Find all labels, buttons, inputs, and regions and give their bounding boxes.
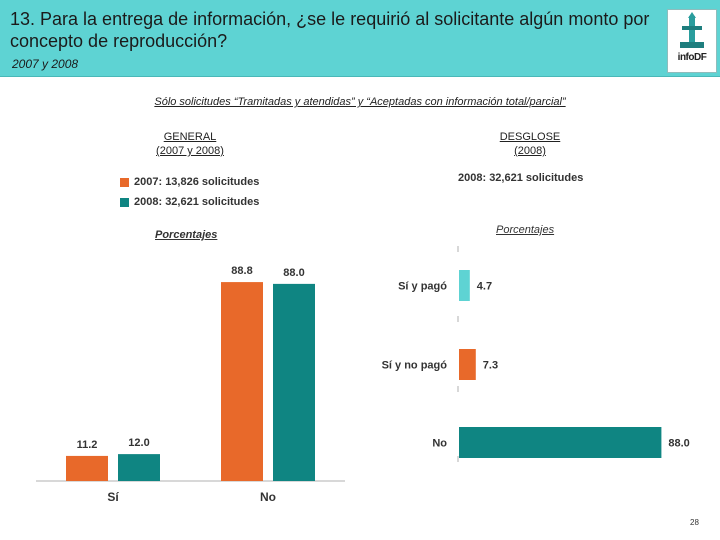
- legend-label-2008: 2008: 32,621 solicitudes: [134, 196, 260, 209]
- monument-icon: [680, 12, 704, 48]
- slide-title: 13. Para la entrega de información, ¿se …: [10, 9, 650, 51]
- bar-no: [459, 427, 662, 458]
- bar-2008-si: [118, 454, 160, 481]
- legend-label-2007: 2007: 13,826 solicitudes: [134, 176, 260, 189]
- data-label-si-y-no-pago: 7.3: [483, 360, 498, 372]
- data-label-no: 88.0: [668, 438, 689, 450]
- page-number: 28: [690, 518, 699, 527]
- header-band: 13. Para la entrega de información, ¿se …: [0, 0, 720, 77]
- data-label-2007-si: 11.2: [77, 439, 98, 451]
- legend-item-2007: 2007: 13,826 solicitudes: [120, 176, 259, 196]
- bar-2007-no: [221, 282, 263, 481]
- filter-note: Sólo solicitudes “Tramitadas y atendidas…: [154, 96, 566, 108]
- bar-2008-no: [273, 283, 315, 481]
- general-percent-label: Porcentajes: [155, 229, 218, 241]
- bar-2007-si: [66, 455, 108, 481]
- category-label-si: Sí: [107, 490, 119, 504]
- general-title-line2: (2007 y 2008): [156, 145, 224, 157]
- data-label-si-y-pago: 4.7: [477, 281, 492, 293]
- legend-item-2008: 2008: 32,621 solicitudes: [120, 196, 259, 216]
- slide-subtitle: 2007 y 2008: [12, 57, 79, 71]
- data-label-2007-no: 88.8: [231, 265, 252, 277]
- general-title-line1: GENERAL: [163, 131, 217, 143]
- legend-swatch-2008: [120, 197, 129, 207]
- logo-text: infoDF: [677, 52, 707, 63]
- bar-si-y-no-pago: [459, 349, 476, 380]
- data-label-2008-no: 88.0: [283, 267, 304, 279]
- general-legend: 2007: 13,826 solicitudes 2008: 32,621 so…: [120, 176, 259, 216]
- category-label-si-y-no-pago: Sí y no pagó: [382, 360, 448, 372]
- desglose-chart-title: DESGLOSE (2008): [470, 130, 590, 158]
- category-label-no: No: [260, 490, 276, 504]
- category-label-si-y-pago: Sí y pagó: [398, 281, 447, 293]
- category-label-no: No: [432, 438, 447, 450]
- general-chart-title: GENERAL (2007 y 2008): [130, 130, 250, 158]
- desglose-total: 2008: 32,621 solicitudes: [458, 172, 584, 184]
- desglose-title-line2: (2008): [514, 145, 546, 157]
- desglose-percent-label: Porcentajes: [496, 224, 555, 236]
- data-label-2008-si: 12.0: [128, 437, 149, 449]
- legend-swatch-2007: [120, 177, 129, 187]
- bar-si-y-pago: [459, 270, 470, 301]
- desglose-title-line1: DESGLOSE: [499, 131, 561, 143]
- infodf-logo: infoDF: [667, 9, 717, 73]
